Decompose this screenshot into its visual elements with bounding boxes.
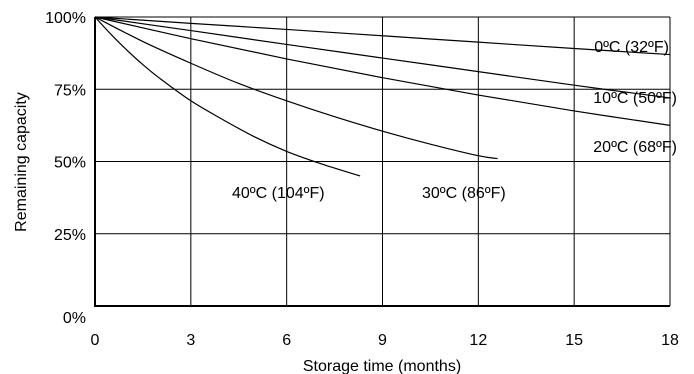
x-tick-label: 3 <box>186 332 195 349</box>
series-line <box>94 16 671 126</box>
series-line <box>94 16 671 99</box>
axes <box>94 17 670 307</box>
x-tick-label: 0 <box>91 332 100 349</box>
x-tick-label: 12 <box>469 332 487 349</box>
y-tick-label: 50% <box>54 155 86 172</box>
x-tick-label: 6 <box>282 332 291 349</box>
labels: 0 3 6 9 12 15 18 0% 25% 50% 75% 100% 0ºC (32ºF) 10ºC … <box>45 10 679 349</box>
grid <box>95 16 671 306</box>
x-tick-label: 15 <box>565 332 583 349</box>
series-label: 40ºC (104ºF) <box>232 185 325 202</box>
series-line <box>94 16 671 56</box>
series-label: 30ºC (86ºF) <box>422 185 506 202</box>
x-tick-label: 18 <box>661 332 679 349</box>
x-tick-label: 9 <box>378 332 387 349</box>
series-label: 10ºC (50ºF) <box>593 90 677 107</box>
y-axis-title: Remaining capacity <box>13 92 30 232</box>
series-line <box>94 16 498 160</box>
x-axis-title: Storage time (months) <box>303 358 461 374</box>
series-label: 20ºC (68ºF) <box>593 139 677 156</box>
series-lines <box>94 16 671 177</box>
y-tick-label: 0% <box>63 310 86 327</box>
series-label: 0ºC (32ºF) <box>594 39 669 56</box>
y-tick-label: 75% <box>54 82 86 99</box>
series-line <box>94 16 361 177</box>
y-tick-label: 100% <box>45 10 86 27</box>
y-tick-label: 25% <box>54 227 86 244</box>
